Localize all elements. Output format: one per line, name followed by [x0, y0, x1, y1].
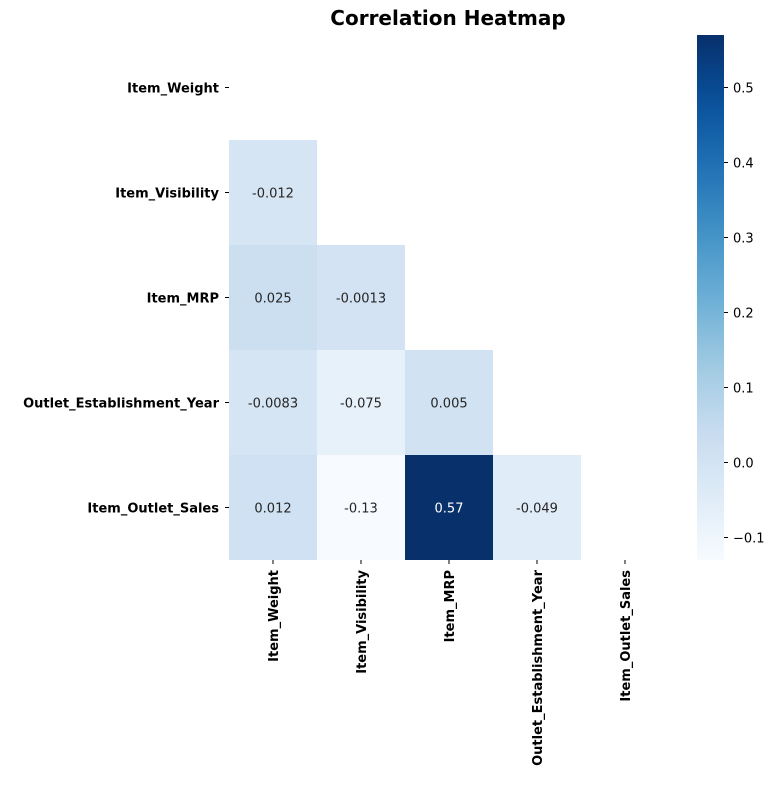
cell-value-label: 0.57	[435, 502, 464, 517]
row-label: Item_Weight	[127, 82, 219, 97]
cell-value-label: -0.13	[344, 502, 378, 517]
heatmap-cell	[405, 455, 493, 560]
column-label: Item_Weight	[267, 570, 282, 662]
heatmap-cell	[229, 245, 317, 350]
colorbar-tick-label: −0.1	[733, 532, 765, 547]
colorbar-tick-label: 0.1	[733, 382, 754, 397]
column-label: Outlet_Establishment_Year	[531, 569, 546, 765]
heatmap-cell	[493, 455, 581, 560]
cell-value-label: -0.0013	[336, 292, 386, 307]
column-labels: Item_Weight Item_Visibility Item_MRP Outlet…	[267, 560, 634, 766]
colorbar-tick-label: 0.0	[733, 457, 754, 472]
heatmap-cell	[317, 350, 405, 455]
cell-value-label: 0.005	[430, 397, 467, 412]
cell-value-label: -0.075	[340, 397, 382, 412]
cell-value-label: -0.0083	[248, 397, 298, 412]
row-label: Item_MRP	[147, 292, 219, 307]
column-label: Item_MRP	[443, 570, 458, 642]
heatmap-cell	[229, 140, 317, 245]
row-label: Item_Visibility	[115, 187, 219, 202]
colorbar: −0.1 0.0 0.1 0.2 0.3 0.4 0.5	[697, 35, 765, 560]
cell-value-label: 0.012	[254, 502, 291, 517]
cell-value-label: -0.049	[516, 502, 558, 517]
column-label: Item_Visibility	[355, 569, 370, 673]
heatmap-cell	[405, 350, 493, 455]
heatmap-cell	[229, 350, 317, 455]
colorbar-tick-label: 0.4	[733, 157, 754, 172]
colorbar-tick-label: 0.2	[733, 307, 754, 322]
colorbar-gradient	[697, 35, 724, 560]
row-label: Outlet_Establishment_Year	[23, 397, 219, 412]
column-label: Item_Outlet_Sales	[619, 570, 634, 702]
colorbar-tick-label: 0.5	[733, 82, 754, 97]
cell-value-label: -0.012	[252, 187, 294, 202]
heatmap-cell	[229, 455, 317, 560]
colorbar-tick-label: 0.3	[733, 232, 754, 247]
chart-title: Correlation Heatmap	[330, 6, 565, 30]
heatmap-cell	[317, 245, 405, 350]
row-label: Item_Outlet_Sales	[87, 502, 219, 517]
heatmap-cell	[317, 455, 405, 560]
heatmap-cells: -0.012 0.025 -0.0013 -0.0083 -0.075 0.005 0.01…	[229, 140, 581, 560]
row-labels: Item_Weight Item_Visibility Item_MRP Outlet…	[23, 82, 229, 517]
cell-value-label: 0.025	[254, 292, 291, 307]
